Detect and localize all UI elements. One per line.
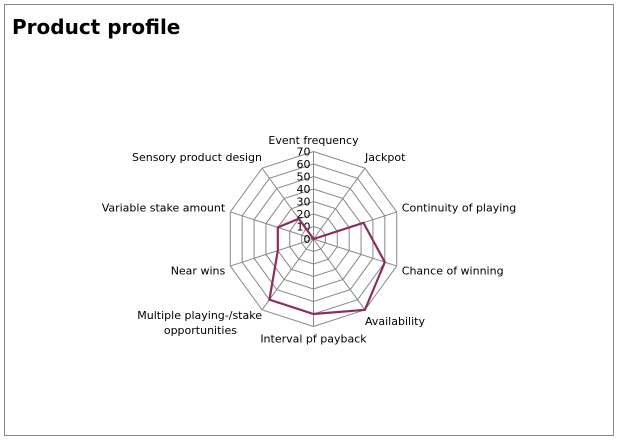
tick-label: 40 (297, 183, 311, 196)
chart-area (4, 4, 614, 436)
axis-spoke (313, 238, 366, 311)
axis-spoke (313, 238, 397, 267)
category-label: Sensory product design (132, 151, 262, 164)
category-label: Near wins (171, 264, 226, 277)
tick-label: 20 (297, 208, 311, 221)
category-label: Interval pf payback (260, 332, 367, 345)
category-label: Chance of winning (402, 264, 504, 277)
category-label: Multiple playing-/stake opportunities (137, 309, 262, 337)
tick-label: 70 (297, 146, 311, 159)
tick-label: 30 (297, 196, 311, 209)
category-label: Continuity of playing (402, 202, 516, 215)
category-label: Jackpot (364, 151, 406, 164)
tick-label: 0 (304, 233, 311, 246)
series-line (268, 217, 387, 316)
category-label: Variable stake amount (102, 202, 226, 215)
chart-title: Product profile (12, 15, 181, 39)
axis-spoke (313, 167, 366, 240)
axis-spoke (230, 238, 314, 267)
tick-label: 50 (297, 171, 311, 184)
category-label: Event frequency (268, 134, 359, 147)
category-label: Availability (365, 315, 425, 328)
axis-spoke (230, 211, 314, 240)
tick-label: 60 (297, 158, 311, 171)
